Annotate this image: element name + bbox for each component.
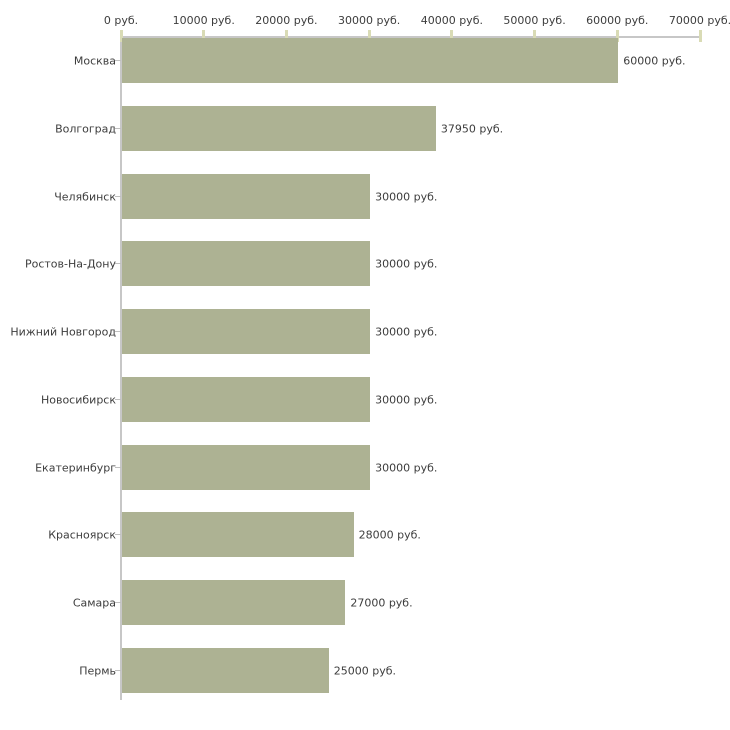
bar	[122, 580, 346, 625]
x-tick-label: 60000 руб.	[586, 14, 649, 27]
category-label: Новосибирск	[40, 393, 116, 406]
bar-row: Челябинск 30000 руб.	[0, 174, 730, 219]
category-tick-mark	[115, 195, 121, 197]
bar-row: Пермь 25000 руб.	[0, 648, 730, 693]
bar	[122, 241, 371, 286]
value-label: 30000 руб.	[375, 325, 438, 338]
category-tick-mark	[115, 127, 121, 129]
category-tick-mark	[115, 601, 121, 603]
bar	[122, 377, 371, 422]
value-label: 25000 руб.	[333, 664, 397, 677]
bar	[122, 512, 354, 557]
bar-row: Новосибирск 30000 руб.	[0, 377, 730, 422]
bar	[122, 38, 619, 83]
value-label: 28000 руб.	[358, 528, 421, 541]
bar	[122, 445, 371, 490]
bar-row: Самара 27000 руб.	[0, 580, 730, 625]
x-tick-label: 50000 руб.	[503, 14, 566, 27]
value-label: 27000 руб.	[350, 596, 413, 609]
category-label: Челябинск	[54, 190, 116, 203]
bar-row: Волгоград 37950 руб.	[0, 106, 730, 151]
value-label: 37950 руб.	[440, 122, 504, 135]
x-tick-label: 10000 руб.	[172, 14, 235, 27]
category-label: Ростов-На-Дону	[24, 257, 116, 270]
bar	[122, 106, 436, 151]
x-axis-line	[120, 36, 701, 38]
value-label: 30000 руб.	[375, 393, 438, 406]
value-label: 30000 руб.	[375, 257, 438, 270]
bar-row: Нижний Новгород 30000 руб.	[0, 309, 730, 354]
category-label: Нижний Новгород	[10, 325, 116, 338]
x-tick-label: 20000 руб.	[255, 14, 318, 27]
category-label: Пермь	[79, 664, 116, 677]
category-label: Волгоград	[55, 122, 116, 135]
x-tick-mark	[367, 30, 371, 42]
category-tick-mark	[115, 59, 121, 61]
category-tick-mark	[115, 330, 121, 332]
value-label: 30000 руб.	[375, 461, 438, 474]
y-axis-line	[120, 36, 122, 700]
value-label: 30000 руб.	[375, 190, 438, 203]
category-label: Екатеринбург	[35, 461, 116, 474]
bar-row: Ростов-На-Дону 30000 руб.	[0, 241, 730, 286]
x-tick-mark	[533, 30, 537, 42]
bar	[122, 648, 329, 693]
x-tick-mark	[615, 30, 619, 42]
x-tick-mark	[450, 30, 454, 42]
x-tick-mark	[698, 30, 702, 42]
category-label: Москва	[73, 54, 116, 67]
x-tick-label: 30000 руб.	[338, 14, 401, 27]
category-tick-mark	[115, 398, 121, 400]
x-tick-label: 70000 руб.	[668, 14, 730, 27]
bar	[122, 174, 371, 219]
x-tick-mark	[284, 30, 288, 42]
category-tick-mark	[115, 466, 121, 468]
category-tick-mark	[115, 533, 121, 535]
x-tick-mark	[202, 30, 206, 42]
bar-row: Москва 60000 руб.	[0, 38, 730, 83]
bar-row: Екатеринбург 30000 руб.	[0, 445, 730, 490]
x-tick-label: 0 руб.	[103, 14, 139, 27]
x-tick-label: 40000 руб.	[420, 14, 483, 27]
category-label: Самара	[72, 596, 116, 609]
x-tick-mark	[119, 30, 123, 42]
bar	[122, 309, 371, 354]
bar-row: Красноярск 28000 руб.	[0, 512, 730, 557]
category-tick-mark	[115, 262, 121, 264]
value-label: 60000 руб.	[623, 54, 686, 67]
category-label: Красноярск	[48, 528, 116, 541]
category-tick-mark	[115, 669, 121, 671]
